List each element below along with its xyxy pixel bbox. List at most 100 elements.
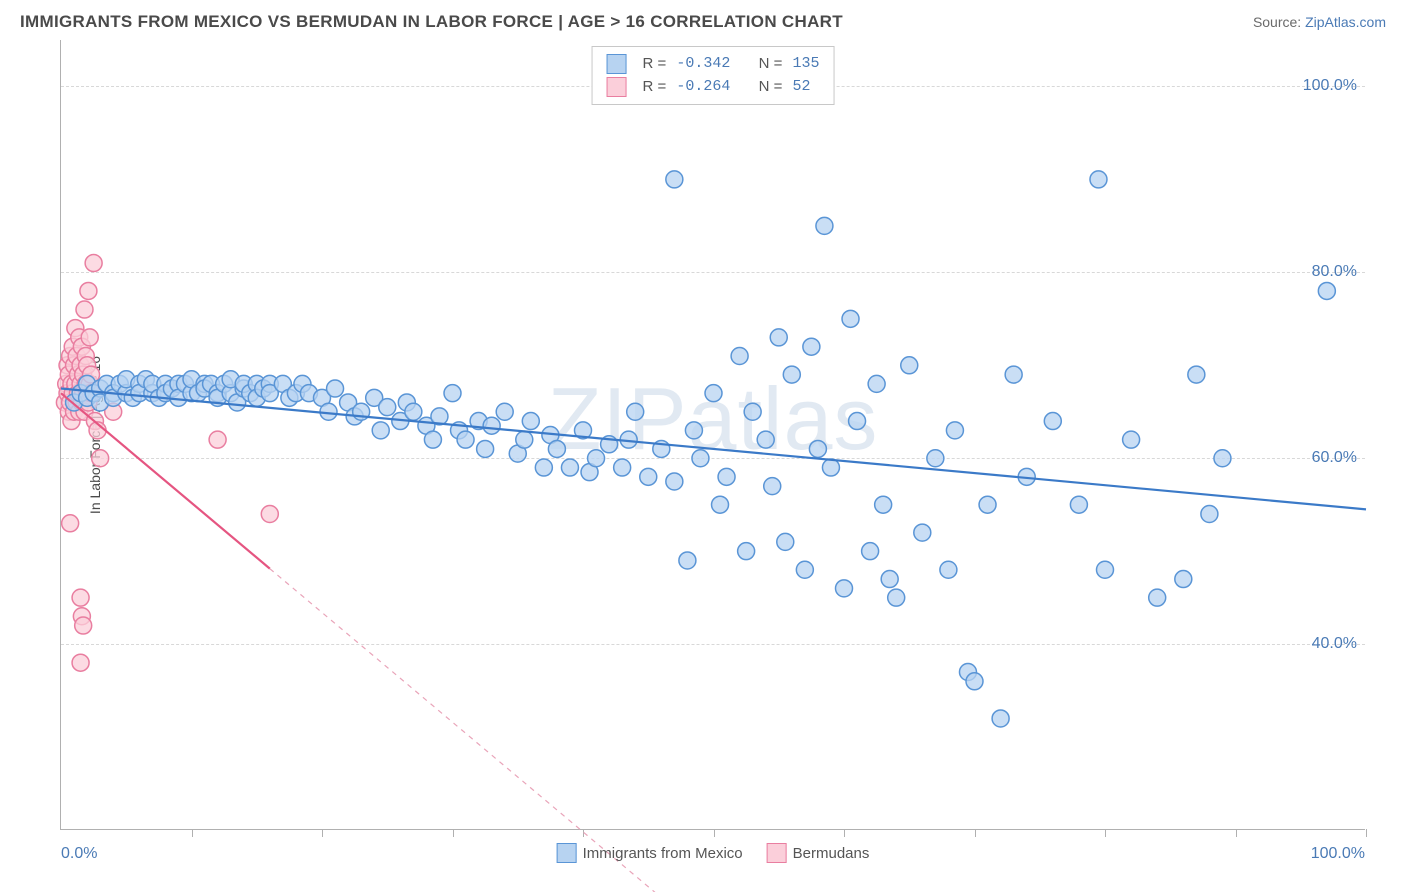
data-point [992, 710, 1009, 727]
correlation-row: R = -0.342 N = 135 [607, 53, 820, 76]
data-point [85, 255, 102, 272]
data-point [483, 417, 500, 434]
legend-swatch [607, 77, 627, 97]
data-point [627, 403, 644, 420]
scatter-svg [61, 40, 1366, 830]
data-point [261, 506, 278, 523]
data-point [1070, 496, 1087, 513]
source-label: Source: [1253, 14, 1301, 30]
legend-bottom: Immigrants from Mexico Bermudans [557, 843, 870, 863]
data-point [80, 282, 97, 299]
source-link[interactable]: ZipAtlas.com [1305, 14, 1386, 30]
data-point [744, 403, 761, 420]
r-value: -0.342 [676, 53, 730, 76]
data-point [522, 413, 539, 430]
n-label: N = [759, 53, 783, 76]
n-label: N = [759, 76, 783, 99]
data-point [516, 431, 533, 448]
data-point [777, 533, 794, 550]
legend-item: Bermudans [767, 843, 870, 863]
data-point [888, 589, 905, 606]
data-point [822, 459, 839, 476]
data-point [946, 422, 963, 439]
correlation-row: R = -0.264 N = 52 [607, 76, 820, 99]
data-point [940, 561, 957, 578]
data-point [692, 450, 709, 467]
data-point [379, 399, 396, 416]
r-label: R = [643, 76, 667, 99]
data-point [496, 403, 513, 420]
data-point [862, 543, 879, 560]
data-point [731, 348, 748, 365]
data-point [783, 366, 800, 383]
data-point [738, 543, 755, 560]
data-point [535, 459, 552, 476]
data-point [588, 450, 605, 467]
data-point [1318, 282, 1335, 299]
data-point [875, 496, 892, 513]
data-point [1097, 561, 1114, 578]
legend-swatch [607, 54, 627, 74]
data-point [679, 552, 696, 569]
data-point [62, 515, 79, 532]
data-point [849, 413, 866, 430]
data-point [1175, 571, 1192, 588]
data-point [816, 217, 833, 234]
data-point [477, 440, 494, 457]
legend-label: Bermudans [793, 845, 870, 862]
correlation-legend: R = -0.342 N = 135 R = -0.264 N = 52 [592, 46, 835, 105]
data-point [548, 440, 565, 457]
legend-label: Immigrants from Mexico [583, 845, 743, 862]
source-attribution: Source: ZipAtlas.com [1253, 14, 1386, 30]
data-point [770, 329, 787, 346]
data-point [809, 440, 826, 457]
data-point [209, 431, 226, 448]
chart-header: IMMIGRANTS FROM MEXICO VS BERMUDAN IN LA… [0, 0, 1406, 40]
data-point [614, 459, 631, 476]
data-point [81, 329, 98, 346]
data-point [757, 431, 774, 448]
plot-container: In Labor Force | Age > 16 ZIPatlas R =-0… [60, 40, 1386, 830]
data-point [424, 431, 441, 448]
data-point [979, 496, 996, 513]
data-point [705, 385, 722, 402]
data-point [1123, 431, 1140, 448]
data-point [685, 422, 702, 439]
trend-line [61, 389, 1366, 510]
data-point [712, 496, 729, 513]
data-point [842, 310, 859, 327]
legend-swatch [767, 843, 787, 863]
n-value: 52 [792, 76, 810, 99]
data-point [764, 478, 781, 495]
data-point [1149, 589, 1166, 606]
data-point [72, 589, 89, 606]
r-label: R = [643, 53, 667, 76]
data-point [444, 385, 461, 402]
data-point [836, 580, 853, 597]
data-point [1090, 171, 1107, 188]
x-tick [1366, 829, 1367, 837]
legend-swatch [557, 843, 577, 863]
data-point [561, 459, 578, 476]
data-point [927, 450, 944, 467]
data-point [1214, 450, 1231, 467]
n-value: 135 [792, 53, 819, 76]
data-point [966, 673, 983, 690]
data-point [640, 468, 657, 485]
data-point [1201, 506, 1218, 523]
chart-title: IMMIGRANTS FROM MEXICO VS BERMUDAN IN LA… [20, 12, 843, 32]
data-point [76, 301, 93, 318]
data-point [796, 561, 813, 578]
data-point [666, 473, 683, 490]
data-point [1005, 366, 1022, 383]
data-point [327, 380, 344, 397]
r-value: -0.264 [676, 76, 730, 99]
legend-item: Immigrants from Mexico [557, 843, 743, 863]
data-point [92, 450, 109, 467]
data-point [803, 338, 820, 355]
data-point [666, 171, 683, 188]
trend-line [61, 393, 270, 568]
data-point [457, 431, 474, 448]
data-point [1044, 413, 1061, 430]
data-point [718, 468, 735, 485]
